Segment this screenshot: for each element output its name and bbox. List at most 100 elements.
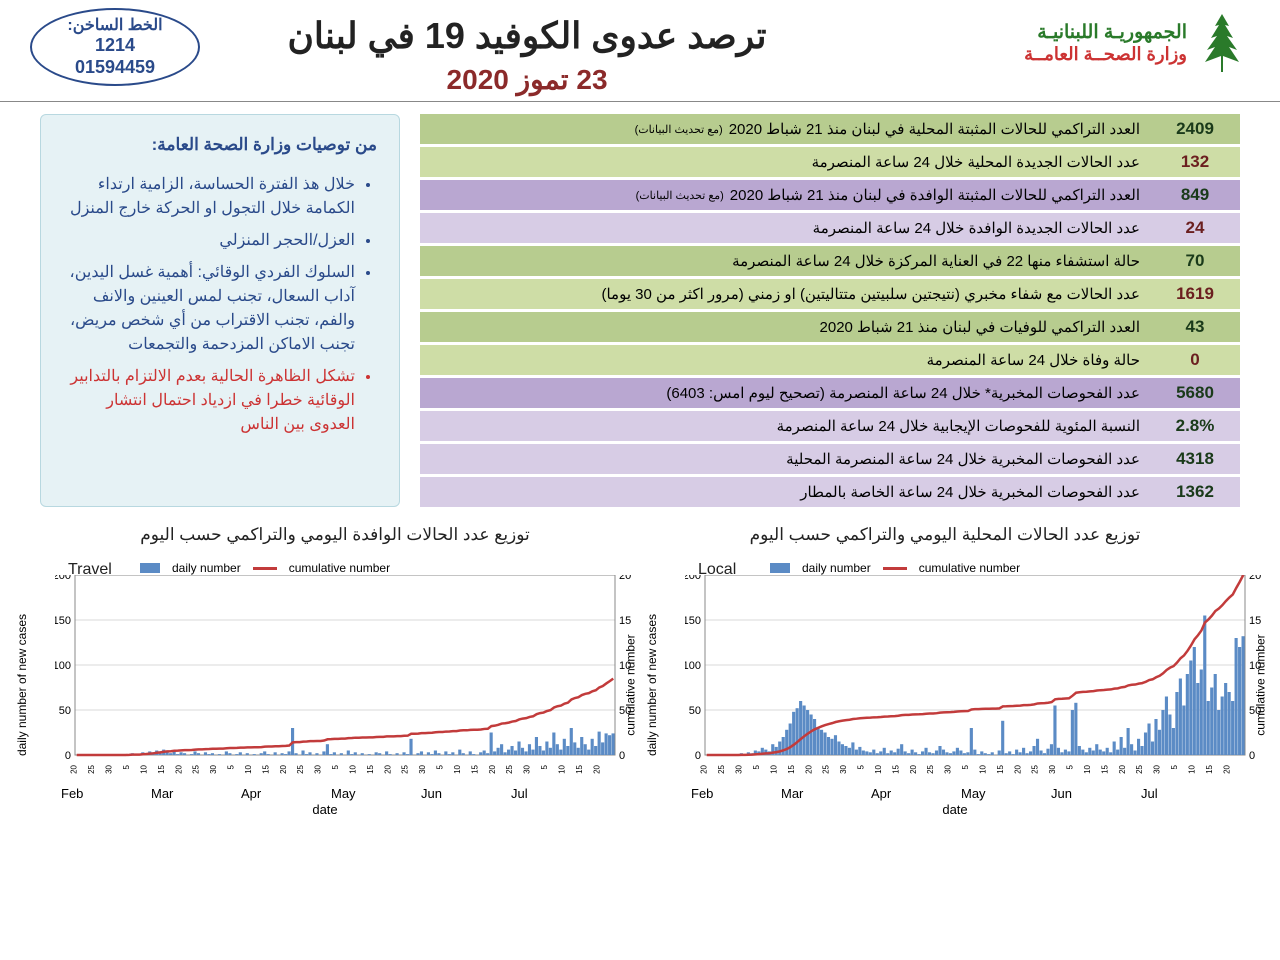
stat-label: عدد الفحوصات المخبرية* خلال 24 ساعة المن… [420,378,1150,408]
svg-text:30: 30 [735,764,744,773]
svg-text:10: 10 [1083,764,1092,773]
stat-value: 2409 [1150,114,1240,144]
svg-text:20: 20 [383,764,392,773]
svg-text:10: 10 [557,764,566,773]
chart-local: Localdaily numbercumulative numberdaily … [650,555,1260,815]
svg-text:50: 50 [59,705,71,717]
svg-text:50: 50 [689,705,701,717]
stat-value: 2.8% [1150,411,1240,441]
stats-column: 2409العدد التراكمي للحالات المثبتة المحل… [420,114,1240,507]
cedar-logo-icon [1195,10,1250,75]
svg-text:30: 30 [1048,764,1057,773]
svg-text:5: 5 [436,764,445,769]
svg-text:5: 5 [122,764,131,769]
stat-label: عدد الفحوصات المخبرية خلال 24 ساعة الخاص… [420,477,1150,507]
svg-text:500: 500 [619,705,631,717]
svg-text:15: 15 [787,764,796,773]
svg-text:20: 20 [1222,764,1231,773]
svg-text:15: 15 [157,764,166,773]
svg-text:100: 100 [685,660,701,672]
svg-text:0: 0 [619,750,625,762]
hotline-box: الخط الساخن: 1214 01594459 [30,8,200,86]
svg-text:5: 5 [961,764,970,769]
stat-row: 2409العدد التراكمي للحالات المثبتة المحل… [420,114,1240,144]
svg-text:25: 25 [822,764,831,773]
stat-row: 0حالة وفاة خلال 24 ساعة المنصرمة [420,345,1240,375]
svg-text:500: 500 [1249,705,1261,717]
svg-text:25: 25 [505,764,514,773]
stat-value: 24 [1150,213,1240,243]
svg-text:20: 20 [1013,764,1022,773]
stat-row: 24عدد الحالات الجديدة الوافدة خلال 24 سا… [420,213,1240,243]
svg-text:5: 5 [1170,764,1179,769]
stat-row: 1619عدد الحالات مع شفاء مخبري (نتيجتين س… [420,279,1240,309]
stat-row: 1362عدد الفحوصات المخبرية خلال 24 ساعة ا… [420,477,1240,507]
svg-text:30: 30 [418,764,427,773]
svg-text:200: 200 [685,575,701,582]
recommendations-box: من توصيات وزارة الصحة العامة: خلال هذ ال… [40,114,400,507]
stat-value: 43 [1150,312,1240,342]
svg-text:10: 10 [978,764,987,773]
svg-text:20: 20 [488,764,497,773]
recommendation-item: العزل/الحجر المنزلي [63,229,355,253]
svg-text:1500: 1500 [619,615,631,627]
stat-label: عدد الحالات الجديدة المحلية خلال 24 ساعة… [420,147,1150,177]
stat-value: 4318 [1150,444,1240,474]
svg-text:25: 25 [87,764,96,773]
svg-text:10: 10 [453,764,462,773]
svg-text:0: 0 [65,750,71,762]
svg-text:30: 30 [839,764,848,773]
svg-text:0: 0 [695,750,701,762]
svg-text:1000: 1000 [619,660,631,672]
svg-text:5: 5 [1066,764,1075,769]
stat-label: حالة استشفاء منها 22 في العناية المركزة … [420,246,1150,276]
svg-text:15: 15 [1205,764,1214,773]
stat-row: 5680عدد الفحوصات المخبرية* خلال 24 ساعة … [420,378,1240,408]
svg-text:10: 10 [348,764,357,773]
svg-text:10: 10 [769,764,778,773]
svg-text:5: 5 [227,764,236,769]
chart-travel: Traveldaily numbercumulative numberdaily… [20,555,630,815]
svg-text:2000: 2000 [1249,575,1261,582]
svg-text:20: 20 [700,764,709,773]
svg-text:25: 25 [717,764,726,773]
svg-text:15: 15 [1100,764,1109,773]
svg-text:150: 150 [685,615,701,627]
svg-text:5: 5 [857,764,866,769]
svg-text:10: 10 [1187,764,1196,773]
recommendation-item: السلوك الفردي الوقائي: أهمية غسل اليدين،… [63,261,355,357]
chart-title-travel: توزيع عدد الحالات الوافدة اليومي والتراك… [60,525,610,545]
svg-text:30: 30 [944,764,953,773]
svg-text:5: 5 [331,764,340,769]
recommendations-title: من توصيات وزارة الصحة العامة: [63,135,377,155]
stat-label: العدد التراكمي للحالات المثبتة الوافدة ف… [420,180,1150,210]
svg-text:20: 20 [909,764,918,773]
svg-text:0: 0 [1249,750,1255,762]
chart-title-local: توزيع عدد الحالات المحلية اليومي والتراك… [670,525,1220,545]
government-text: الجمهوريـة اللبنانيـة وزارة الصحــة العا… [1024,21,1187,65]
svg-text:30: 30 [314,764,323,773]
svg-text:20: 20 [70,764,79,773]
svg-text:25: 25 [1031,764,1040,773]
stat-value: 5680 [1150,378,1240,408]
svg-text:150: 150 [55,615,71,627]
svg-text:2000: 2000 [619,575,631,582]
svg-text:5: 5 [752,764,761,769]
svg-text:1500: 1500 [1249,615,1261,627]
svg-text:10: 10 [874,764,883,773]
stat-row: 849العدد التراكمي للحالات المثبتة الوافد… [420,180,1240,210]
svg-text:30: 30 [209,764,218,773]
stat-value: 1619 [1150,279,1240,309]
svg-text:20: 20 [592,764,601,773]
svg-text:15: 15 [891,764,900,773]
svg-text:20: 20 [174,764,183,773]
stat-row: 2.8%النسبة المئوية للفحوصات الإيجابية خل… [420,411,1240,441]
svg-text:25: 25 [192,764,201,773]
stat-label: العدد التراكمي للحالات المثبتة المحلية ف… [420,114,1150,144]
stat-value: 1362 [1150,477,1240,507]
svg-text:25: 25 [401,764,410,773]
svg-text:15: 15 [575,764,584,773]
stat-row: 70حالة استشفاء منها 22 في العناية المركز… [420,246,1240,276]
svg-text:5: 5 [540,764,549,769]
stat-label: النسبة المئوية للفحوصات الإيجابية خلال 2… [420,411,1150,441]
